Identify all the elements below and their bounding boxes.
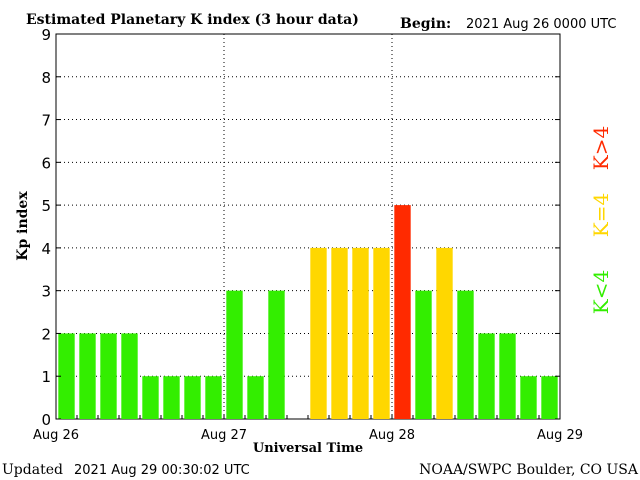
kp-bar	[478, 333, 495, 419]
y-tick-label: 9	[41, 26, 51, 44]
y-tick-label: 8	[41, 69, 51, 87]
updated-label: Updated	[2, 462, 63, 478]
kp-bar	[163, 376, 180, 419]
kp-bar	[121, 333, 138, 419]
kp-bar	[436, 247, 453, 419]
x-axis-ticks: Aug 26 Aug 27 Aug 28 Aug 29	[33, 415, 583, 443]
legend-low: K<4	[589, 270, 613, 314]
kp-bar	[247, 376, 264, 419]
y-tick-label: 2	[41, 325, 51, 343]
kp-bar	[373, 247, 390, 419]
kp-bar	[310, 247, 327, 419]
kp-bar	[394, 205, 411, 419]
kp-bar	[226, 290, 243, 419]
kp-bar	[100, 333, 117, 419]
kp-bar	[142, 376, 159, 419]
kp-bar	[541, 376, 558, 419]
legend-high: K>4	[589, 126, 613, 170]
kp-bar	[184, 376, 201, 419]
plot-area	[55, 33, 561, 420]
x-tick-label: Aug 29	[537, 428, 583, 443]
y-tick-label: 7	[41, 112, 51, 130]
kp-bar	[457, 290, 474, 419]
kp-bar	[268, 290, 285, 419]
kp-bar	[520, 376, 537, 419]
begin-value: 2021 Aug 26 0000 UTC	[466, 17, 616, 32]
kp-bar	[58, 333, 75, 419]
y-tick-label: 4	[41, 240, 51, 258]
grid	[56, 34, 560, 419]
kp-bar	[331, 247, 348, 419]
kp-bar	[499, 333, 516, 419]
x-tick-label: Aug 26	[33, 428, 79, 443]
chart-title: Estimated Planetary K index (3 hour data…	[26, 12, 359, 28]
legend-equal: K=4	[589, 193, 613, 237]
begin-label: Begin:	[400, 16, 451, 32]
kp-bar	[79, 333, 96, 419]
y-tick-label: 6	[41, 154, 51, 172]
x-tick-label: Aug 27	[201, 428, 247, 443]
kp-bar	[415, 290, 432, 419]
updated-value: 2021 Aug 29 00:30:02 UTC	[74, 463, 250, 478]
y-tick-label: 0	[41, 411, 51, 429]
y-tick-label: 1	[41, 368, 51, 386]
y-axis-label: Kp index	[15, 191, 31, 261]
source-credit: NOAA/SWPC Boulder, CO USA	[419, 462, 639, 478]
y-axis-ticks: 0 1 2 3 4 5 6 7 8 9	[41, 26, 560, 429]
kp-bar	[352, 247, 369, 419]
kp-bar	[205, 376, 222, 419]
x-axis-label: Universal Time	[253, 441, 363, 456]
x-tick-label: Aug 28	[369, 428, 415, 443]
bars	[58, 205, 558, 419]
y-tick-label: 5	[41, 197, 51, 215]
y-tick-label: 3	[41, 283, 51, 301]
